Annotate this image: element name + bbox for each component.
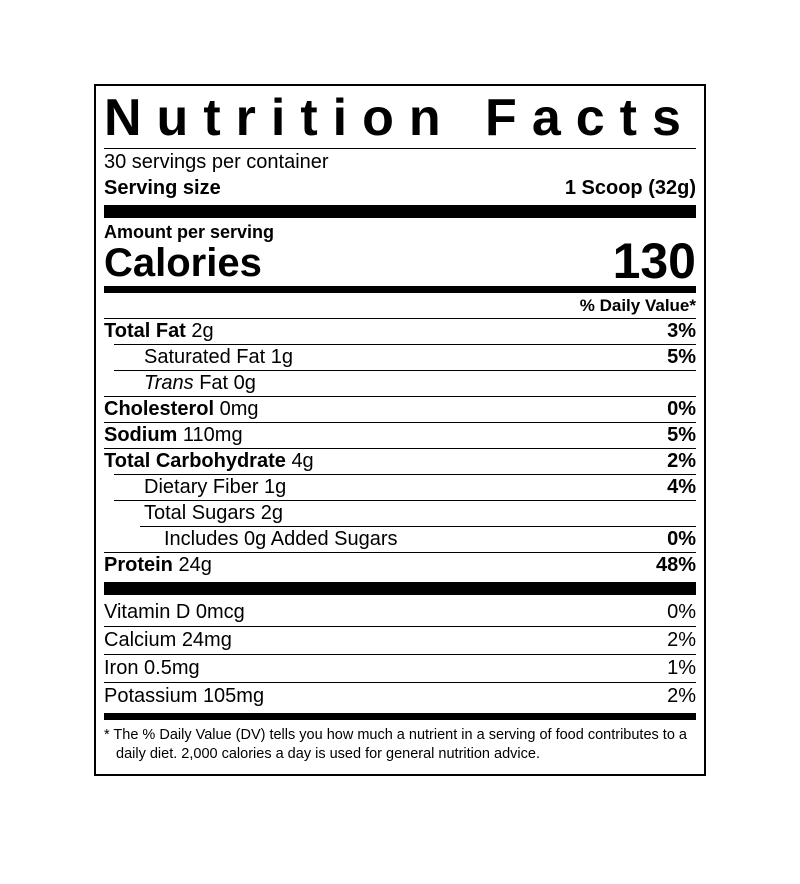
nutrient-dv — [688, 371, 696, 396]
nutrient-name-amount: Sodium 110mg — [104, 423, 243, 448]
vitamin-amount: 24mg — [181, 629, 232, 652]
nutrient-name: Protein — [104, 554, 173, 577]
nutrient-row-trans-fat: Trans Fat 0g — [114, 370, 696, 396]
nutrient-dv: 0% — [667, 528, 696, 551]
nutrient-name-amount: Includes 0g Added Sugars — [164, 527, 398, 552]
vitamin-row-potassium: Potassium 105mg 2% — [104, 682, 696, 710]
nutrient-dv: 0% — [667, 398, 696, 421]
nutrient-name-italic: Trans — [144, 372, 194, 395]
vitamin-name: Iron — [104, 657, 139, 680]
servings-per-container: 30 servings per container — [104, 151, 329, 174]
nutrient-dv: 3% — [667, 320, 696, 343]
nutrient-name: Sodium — [104, 424, 178, 447]
nutrient-name: Total Sugars — [144, 502, 256, 525]
nutrient-name: Total Carbohydrate — [104, 450, 286, 473]
nutrient-row-added-sugars: Includes 0g Added Sugars 0% — [140, 526, 696, 552]
calories-label: Calories — [104, 241, 262, 286]
calories-row: Calories 130 — [104, 233, 696, 290]
vitamin-dv: 2% — [667, 685, 696, 708]
amount-per-serving-label: Amount per serving — [104, 222, 275, 243]
thick-divider-bar — [104, 205, 696, 219]
nutrient-dv: 2% — [667, 450, 696, 473]
nutrient-row-saturated-fat: Saturated Fat 1g 5% — [114, 344, 696, 370]
footnote: * The % Daily Value (DV) tells you how m… — [104, 727, 687, 763]
nutrient-dv: 4% — [667, 476, 696, 499]
nutrient-name: Includes 0g Added Sugars — [164, 528, 398, 551]
nutrient-amount: 2g — [191, 320, 214, 343]
vitamin-row-iron: Iron 0.5mg 1% — [104, 654, 696, 682]
nutrient-dv — [688, 501, 696, 526]
nutrient-row-cholesterol: Cholesterol 0mg 0% — [104, 396, 696, 422]
vitamin-row-calcium: Calcium 24mg 2% — [104, 626, 696, 654]
calories-value: 130 — [612, 233, 696, 290]
nutrient-name: Saturated Fat — [144, 346, 266, 369]
vitamin-name: Potassium — [104, 685, 198, 708]
serving-size-label: Serving size — [104, 177, 221, 200]
nutrient-row-protein: Protein 24g 48% — [104, 552, 696, 578]
nutrient-amount: 2g — [260, 502, 283, 525]
nutrient-dv: 5% — [667, 424, 696, 447]
nutrient-amount: 1g — [270, 346, 293, 369]
nutrient-name-amount: Saturated Fat 1g — [144, 345, 293, 370]
nutrient-dv: 5% — [667, 346, 696, 369]
vitamin-name-amount: Calcium 24mg — [104, 627, 232, 654]
vitamin-name: Calcium — [104, 629, 177, 652]
nutrient-name-amount: Total Sugars 2g — [144, 501, 283, 526]
nutrient-name-amount: Dietary Fiber 1g — [144, 475, 286, 500]
serving-size-row: Serving size 1 Scoop (32g) — [104, 175, 696, 201]
nutrient-row-total-carbohydrate: Total Carbohydrate 4g 2% — [104, 448, 696, 474]
vitamin-amount: 0.5mg — [144, 657, 200, 680]
vitamin-dv: 2% — [667, 629, 696, 652]
vitamin-amount: 0mcg — [195, 601, 245, 624]
nutrient-dv: 48% — [655, 554, 696, 577]
nutrient-amount: 110mg — [182, 424, 243, 447]
nutrient-name-amount: Protein 24g — [104, 553, 212, 578]
nutrient-row-sodium: Sodium 110mg 5% — [104, 422, 696, 448]
nutrient-name-amount: Cholesterol 0mg — [104, 397, 259, 422]
medium-divider-bar — [104, 713, 696, 721]
vitamin-name-amount: Iron 0.5mg — [104, 655, 200, 682]
daily-value-header: % Daily Value* — [579, 296, 696, 316]
nutrient-row-dietary-fiber: Dietary Fiber 1g 4% — [114, 474, 696, 500]
thin-rule — [104, 148, 696, 150]
nutrient-name: Fat — [199, 372, 229, 395]
nutrient-name: Cholesterol — [104, 398, 215, 421]
vitamin-name-amount: Vitamin D 0mcg — [104, 599, 245, 626]
vitamin-dv: 1% — [667, 657, 696, 680]
nutrient-name-amount: Total Fat 2g — [104, 319, 214, 344]
nutrient-name: Dietary Fiber — [144, 476, 259, 499]
nutrient-amount: 0mg — [219, 398, 259, 421]
serving-size-value: 1 Scoop (32g) — [564, 177, 696, 200]
nutrient-amount: 4g — [291, 450, 314, 473]
nutrient-name-amount: Total Carbohydrate 4g — [104, 449, 314, 474]
medium-divider-bar — [104, 286, 696, 294]
nutrition-facts-label: Nutrition Facts 30 servings per containe… — [94, 84, 706, 777]
vitamin-row-vitamin-d: Vitamin D 0mcg 0% — [104, 599, 696, 626]
nutrient-name-amount: Trans Fat 0g — [144, 371, 256, 396]
vitamin-amount: 105mg — [202, 685, 265, 708]
vitamin-name: Vitamin D — [104, 601, 191, 624]
nutrient-amount: 1g — [264, 476, 287, 499]
nutrient-row-total-fat: Total Fat 2g 3% — [104, 318, 696, 344]
nutrient-row-total-sugars: Total Sugars 2g — [114, 500, 696, 526]
nutrient-name: Total Fat — [104, 320, 186, 343]
nutrient-amount: 0g — [233, 372, 256, 395]
nutrient-amount: 24g — [178, 554, 212, 577]
label-title: Nutrition Facts — [104, 89, 696, 147]
vitamin-dv: 0% — [667, 601, 696, 624]
vitamin-name-amount: Potassium 105mg — [104, 683, 264, 710]
thick-divider-bar — [104, 582, 696, 596]
